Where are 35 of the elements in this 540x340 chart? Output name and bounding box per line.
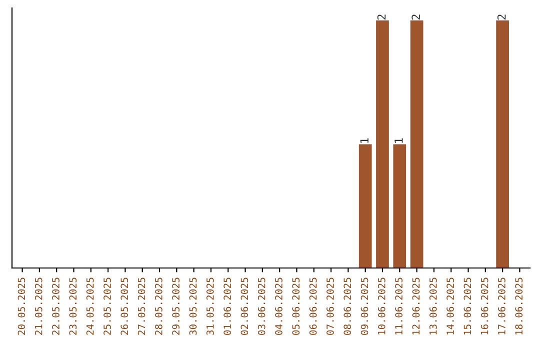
x-tick-label: 03.06.2025 xyxy=(258,278,266,335)
x-tick-label: 10.06.2025 xyxy=(378,278,386,334)
data-label: 1 xyxy=(394,138,403,143)
x-tick-label: 08.06.2025 xyxy=(344,278,352,335)
x-tick-label: 30.05.2025 xyxy=(189,278,197,335)
x-tick-label: 22.05.2025 xyxy=(52,278,60,335)
x-tick-label: 24.05.2025 xyxy=(86,278,94,335)
data-label: 2 xyxy=(377,14,386,20)
x-tick-label: 20.05.2025 xyxy=(18,278,26,335)
x-tick-label: 27.05.2025 xyxy=(138,278,146,335)
x-tick-label: 13.06.2025 xyxy=(429,278,437,334)
x-tick-label: 12.06.2025 xyxy=(412,278,420,334)
x-tick-label: 25.05.2025 xyxy=(104,278,111,335)
x-tick-label: 14.06.2025 xyxy=(446,278,454,334)
x-tick-label: 26.05.2025 xyxy=(120,278,128,335)
data-label: 2 xyxy=(412,14,420,20)
data-label: 2 xyxy=(497,14,506,20)
data-label: 1 xyxy=(360,138,368,143)
x-tick-label: 17.06.2025 xyxy=(498,278,506,334)
x-tick-label: 23.05.2025 xyxy=(69,278,77,335)
x-tick-label: 15.06.2025 xyxy=(464,278,472,334)
x-tick-label: 02.06.2025 xyxy=(240,278,248,335)
x-tick-label: 05.06.2025 xyxy=(292,278,300,335)
x-tick-label: 18.06.2025 xyxy=(515,278,523,334)
x-tick-label: 21.05.2025 xyxy=(34,278,42,335)
x-tick-label: 11.06.2025 xyxy=(395,278,402,334)
x-tick-label: 04.06.2025 xyxy=(275,278,282,335)
x-tick-label: 31.05.2025 xyxy=(206,278,214,335)
x-tick-label: 09.06.2025 xyxy=(360,278,368,335)
x-tick-label: 16.06.2025 xyxy=(480,278,488,334)
x-tick-label: 28.05.2025 xyxy=(155,278,162,335)
x-tick-label: 01.06.2025 xyxy=(224,278,231,335)
x-tick-label: 06.06.2025 xyxy=(309,278,317,335)
x-tick-label: 07.06.2025 xyxy=(326,278,334,335)
x-tick-label: 29.05.2025 xyxy=(172,278,180,335)
